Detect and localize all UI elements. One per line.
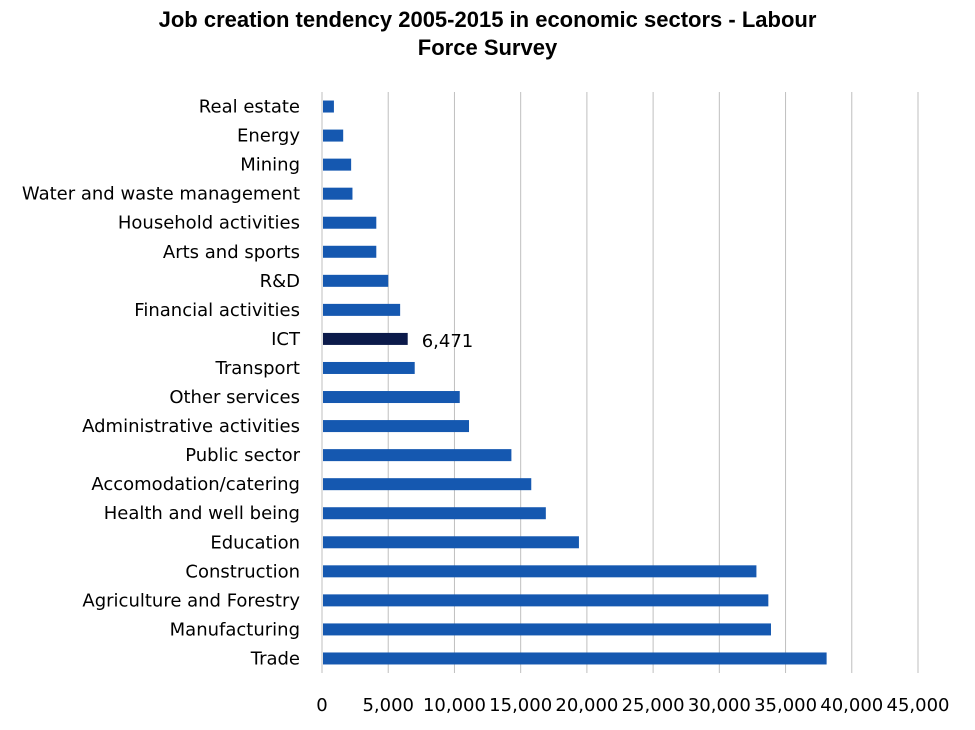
x-tick-label: 15,000 <box>489 695 552 716</box>
category-label: Mining <box>240 155 300 176</box>
category-label: Manufacturing <box>170 619 300 640</box>
bar-construction <box>323 565 757 578</box>
category-label: Household activities <box>118 213 300 234</box>
category-label: Public sector <box>185 445 300 466</box>
bar-administrative-activities <box>323 420 470 433</box>
category-label: Accomodation/catering <box>91 474 300 495</box>
bar-manufacturing <box>323 623 771 636</box>
category-label: Trade <box>250 648 300 669</box>
bar-health-and-well-being <box>323 507 546 520</box>
category-labels: Real estate Energy Mining Water and waste m… <box>22 97 301 670</box>
bar-mining <box>323 158 352 171</box>
category-label: Energy <box>237 126 300 147</box>
x-tick-labels: 0 5,000 10,000 15,000 20,000 25,000 30,000 35,0… <box>316 695 949 716</box>
chart-title-line-2: Force Survey <box>417 35 558 60</box>
bar-household-activities <box>323 216 377 229</box>
bar-real-estate <box>323 100 334 113</box>
category-label: Administrative activities <box>82 416 300 437</box>
x-tick-label: 10,000 <box>423 695 486 716</box>
category-label: Arts and sports <box>163 242 300 263</box>
x-tick-label: 35,000 <box>754 695 817 716</box>
category-label: Health and well being <box>104 503 300 524</box>
chart-title: Job creation tendency 2005-2015 in econo… <box>0 6 975 62</box>
category-label: Transport <box>215 358 300 379</box>
x-tick-label: 40,000 <box>820 695 883 716</box>
bar-ict <box>323 332 408 345</box>
chart-title-line-1: Job creation tendency 2005-2015 in econo… <box>158 7 817 32</box>
bar-r-d <box>323 274 389 287</box>
x-tick-label: 20,000 <box>555 695 618 716</box>
category-label: Construction <box>185 561 300 582</box>
data-label: 6,471 <box>422 331 474 352</box>
bar-financial-activities <box>323 303 401 316</box>
bars <box>323 100 827 665</box>
category-label: R&D <box>260 271 300 292</box>
category-label: Education <box>210 532 300 553</box>
category-label: ICT <box>271 329 301 350</box>
bar-education <box>323 536 579 549</box>
data-labels: 6,471 <box>422 331 474 352</box>
bar-public-sector <box>323 449 512 462</box>
category-label: Agriculture and Forestry <box>82 590 300 611</box>
category-label: Financial activities <box>134 300 300 321</box>
bar-trade <box>323 652 827 665</box>
bar-arts-and-sports <box>323 245 377 258</box>
bar-transport <box>323 361 415 374</box>
category-label: Water and waste management <box>22 184 300 205</box>
x-tick-label: 0 <box>316 695 327 716</box>
gridlines <box>321 92 919 673</box>
bar-agriculture-and-forestry <box>323 594 769 607</box>
bar-accomodation-catering <box>323 478 532 491</box>
bar-other-services <box>323 391 460 404</box>
x-tick-label: 25,000 <box>622 695 685 716</box>
category-label: Other services <box>169 387 300 408</box>
x-tick-label: 30,000 <box>688 695 751 716</box>
x-tick-label: 45,000 <box>887 695 950 716</box>
bar-water-and-waste-management <box>323 187 353 200</box>
category-label: Real estate <box>199 97 300 118</box>
x-tick-label: 5,000 <box>362 695 414 716</box>
bar-energy <box>323 129 344 142</box>
